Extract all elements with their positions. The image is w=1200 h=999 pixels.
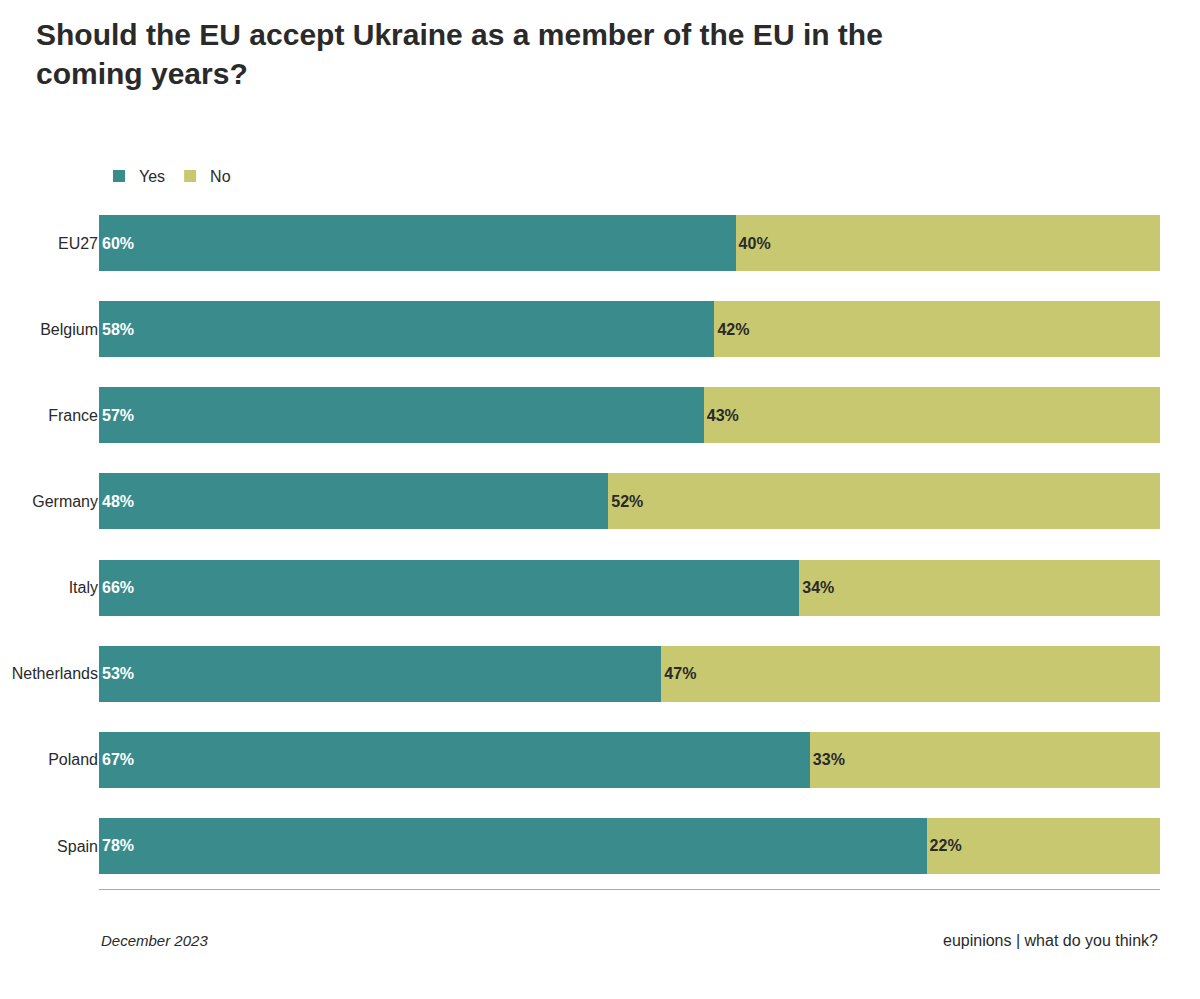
svg-text:67%: 67%	[102, 751, 134, 768]
svg-text:66%: 66%	[102, 579, 134, 596]
svg-text:47%: 47%	[664, 665, 696, 682]
svg-text:Netherlands: Netherlands	[12, 665, 98, 682]
svg-text:34%: 34%	[802, 579, 834, 596]
svg-text:22%: 22%	[930, 837, 962, 854]
svg-text:Should the EU accept Ukraine a: Should the EU accept Ukraine as a member…	[36, 18, 883, 90]
svg-text:December 2023: December 2023	[101, 932, 208, 949]
svg-text:Belgium: Belgium	[40, 321, 98, 338]
svg-text:53%: 53%	[102, 665, 134, 682]
svg-text:43%: 43%	[707, 407, 739, 424]
svg-text:60%: 60%	[102, 235, 134, 252]
svg-text:78%: 78%	[102, 837, 134, 854]
svg-text:52%: 52%	[611, 493, 643, 510]
svg-text:33%: 33%	[813, 751, 845, 768]
svg-text:42%: 42%	[717, 321, 749, 338]
svg-text:Spain: Spain	[57, 838, 98, 855]
svg-text:Italy: Italy	[69, 579, 98, 596]
svg-text:40%: 40%	[739, 235, 771, 252]
svg-text:Yes: Yes	[139, 168, 165, 185]
svg-text:No: No	[210, 168, 231, 185]
svg-text:48%: 48%	[102, 493, 134, 510]
svg-text:eupinions | what do you think?: eupinions | what do you think?	[943, 932, 1158, 949]
svg-text:France: France	[48, 407, 98, 424]
svg-text:Germany: Germany	[32, 493, 98, 510]
svg-text:Poland: Poland	[48, 751, 98, 768]
svg-text:58%: 58%	[102, 321, 134, 338]
svg-text:EU27: EU27	[58, 235, 98, 252]
svg-text:57%: 57%	[102, 407, 134, 424]
